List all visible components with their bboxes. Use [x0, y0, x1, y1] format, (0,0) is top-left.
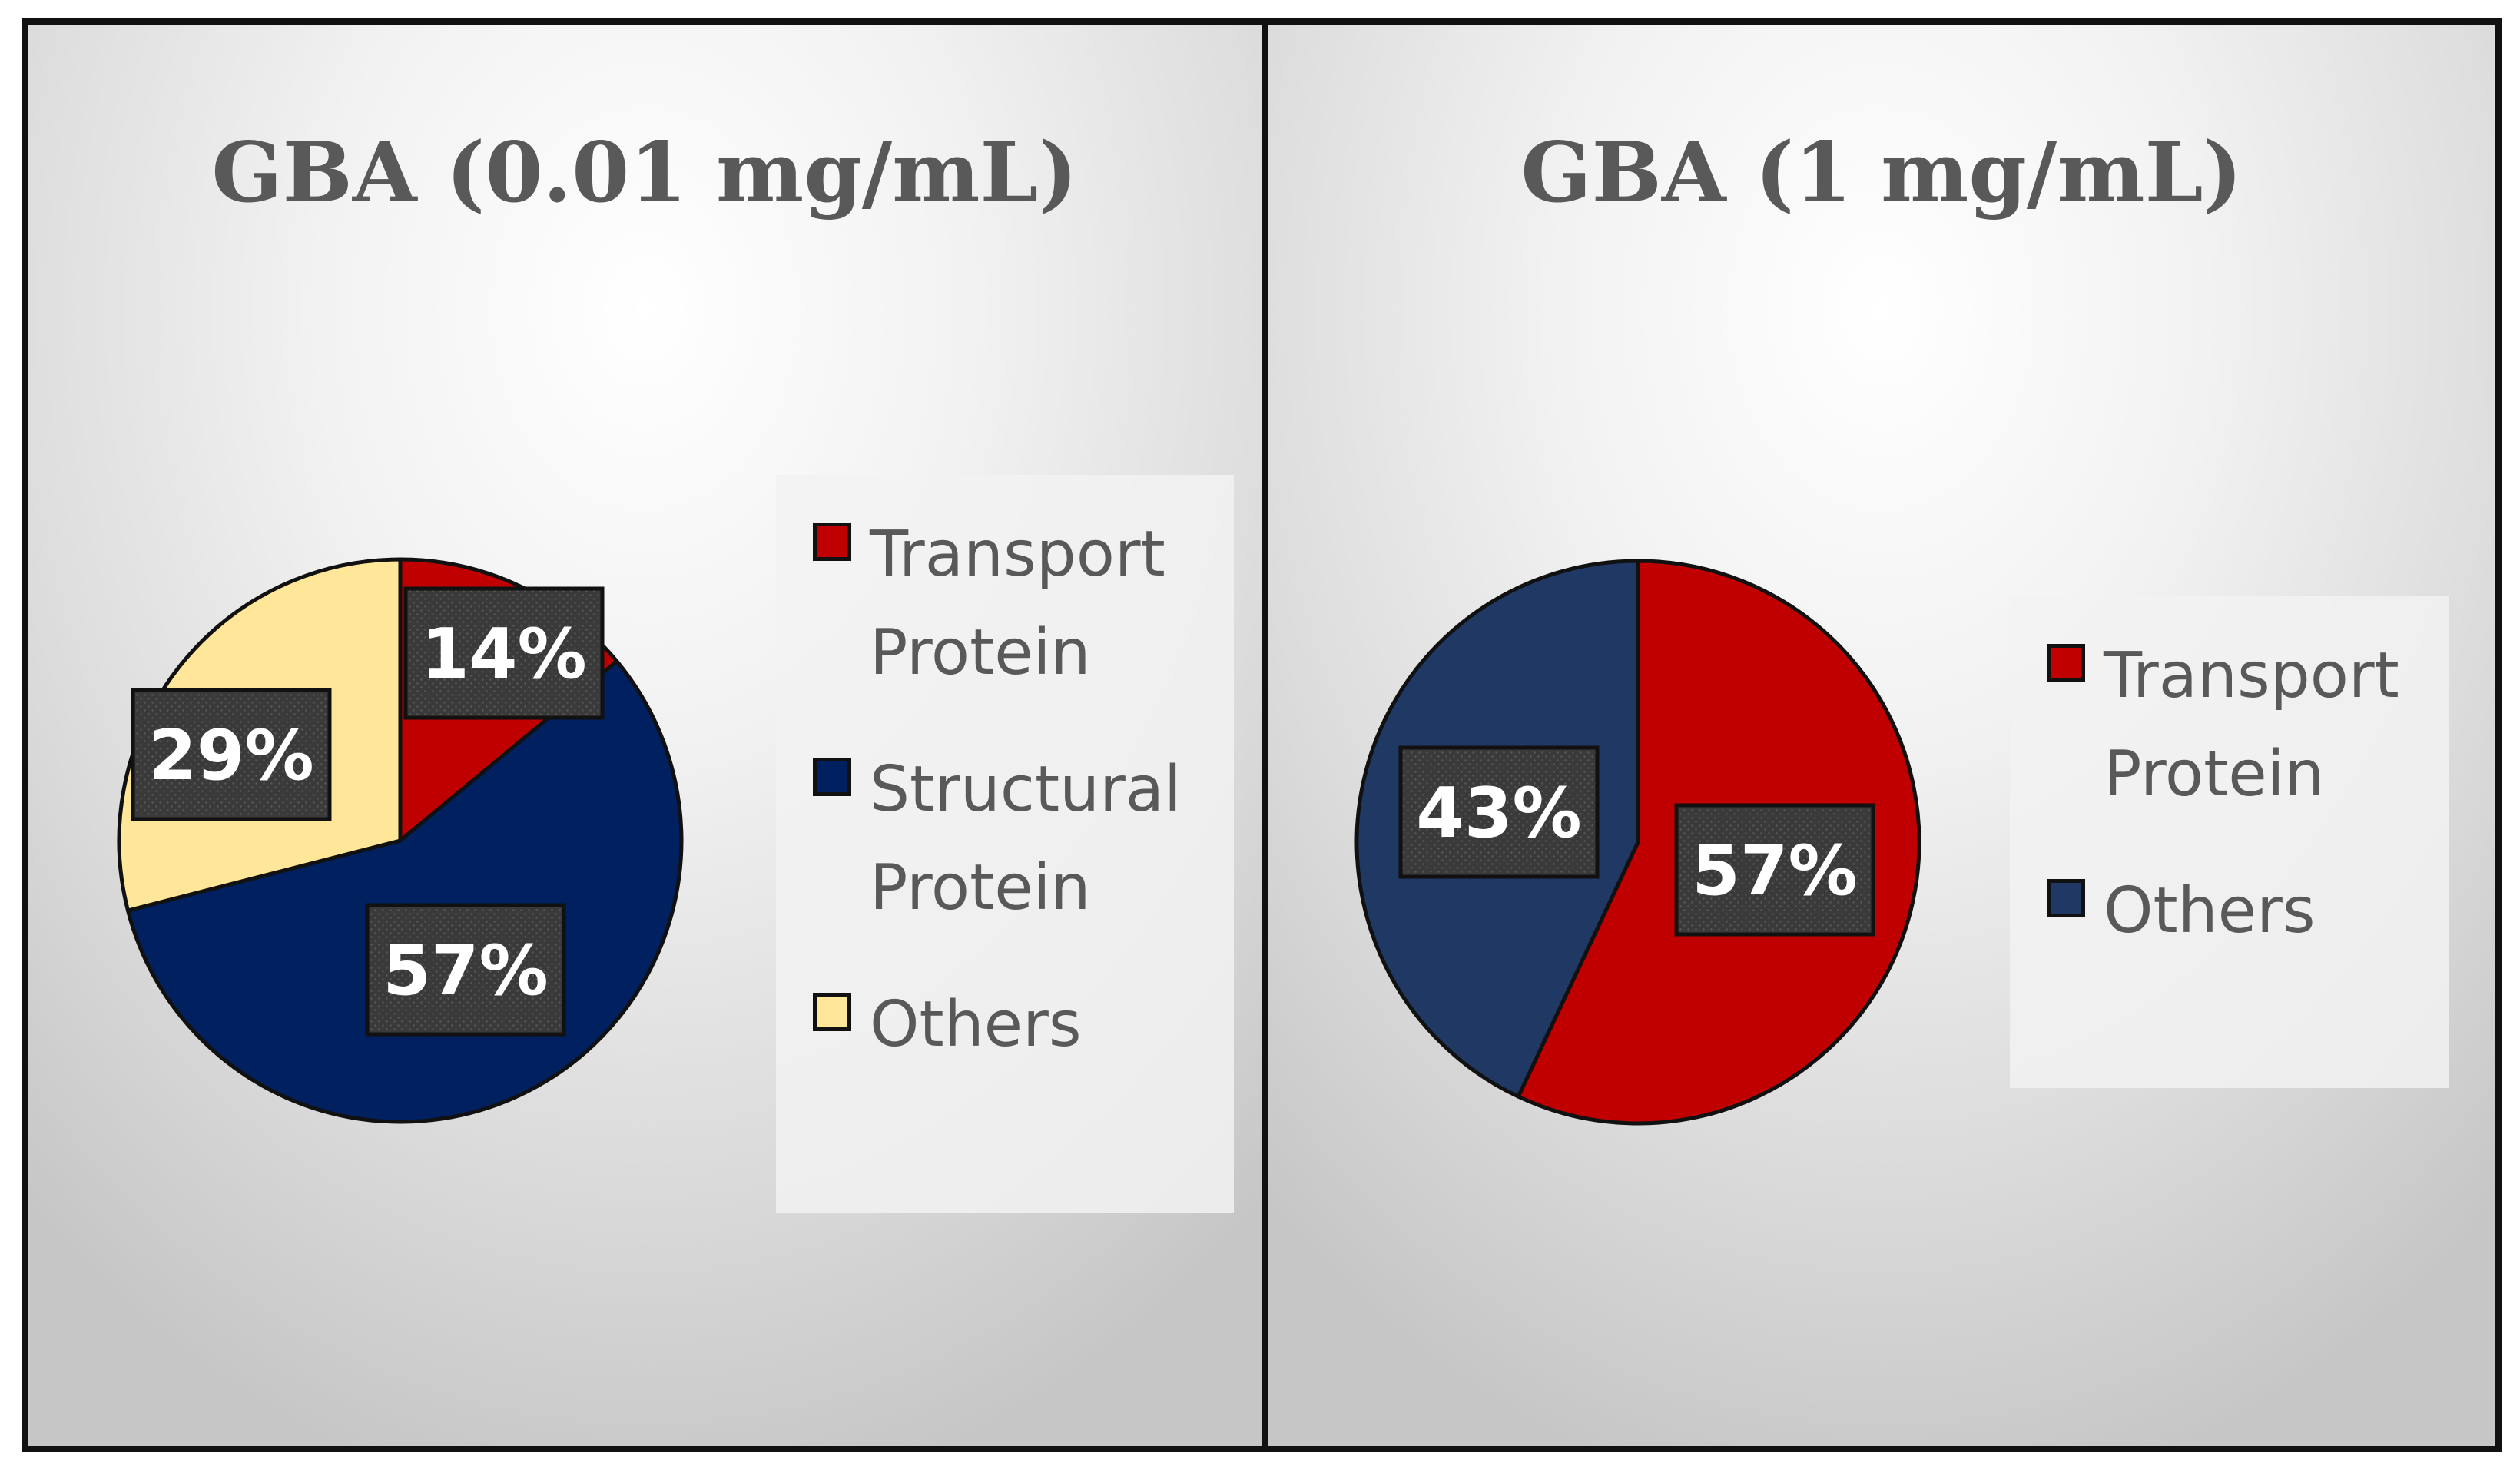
legend-label: Transport Protein: [2104, 639, 2399, 811]
legend-label: Others: [2104, 874, 2316, 947]
legend-label: Others: [870, 988, 1082, 1061]
legend-label: Structural Protein: [870, 753, 1182, 924]
data-label-text: 57%: [383, 931, 548, 1011]
legend-swatch: [813, 758, 851, 796]
legend-swatch: [813, 993, 851, 1031]
data-label-text: 57%: [1692, 831, 1857, 911]
pie-chart-right: 57% 43%: [1354, 559, 1922, 1126]
data-label-text: 14%: [421, 614, 586, 695]
legend-item-transport-protein: Transport Protein: [2047, 627, 2449, 824]
legend-swatch: [2047, 644, 2085, 682]
pie-chart-left: 14% 57% 29%: [117, 557, 684, 1124]
legend-item-others: Others: [2047, 862, 2449, 960]
data-label: 29%: [131, 688, 332, 821]
data-label-box: [403, 586, 605, 720]
chart-title: GBA (1 mg/mL): [1520, 124, 2243, 221]
legend-swatch: [813, 523, 851, 561]
legend-item-transport-protein: Transport Protein: [813, 506, 1234, 702]
chart-title: GBA (0.01 mg/mL): [211, 124, 1078, 221]
chart-legend: Transport Protein Structural Protein Oth…: [776, 475, 1234, 1213]
data-label: 14%: [403, 586, 605, 720]
legend-label: Transport Protein: [870, 518, 1166, 689]
data-label-box: [1674, 803, 1875, 937]
data-label: 57%: [365, 903, 566, 1037]
data-label: 43%: [1398, 745, 1600, 879]
data-label-box: [365, 903, 566, 1037]
data-label-text: 29%: [148, 715, 313, 796]
legend-item-structural-protein: Structural Protein: [813, 741, 1234, 937]
chart-panel-left: GBA (0.01 mg/mL) 14% 57% 29% Transport Pro…: [22, 18, 1268, 1452]
data-label-box: [1398, 745, 1600, 879]
chart-panel-right: GBA (1 mg/mL) 57% 43% Transport Protein O…: [1262, 18, 2502, 1452]
chart-legend: Transport Protein Others: [2010, 596, 2449, 1088]
data-label: 57%: [1674, 803, 1875, 937]
data-label-box: [131, 688, 332, 821]
legend-swatch: [2047, 879, 2085, 917]
legend-item-others: Others: [813, 976, 1234, 1074]
data-label-text: 43%: [1416, 773, 1581, 854]
